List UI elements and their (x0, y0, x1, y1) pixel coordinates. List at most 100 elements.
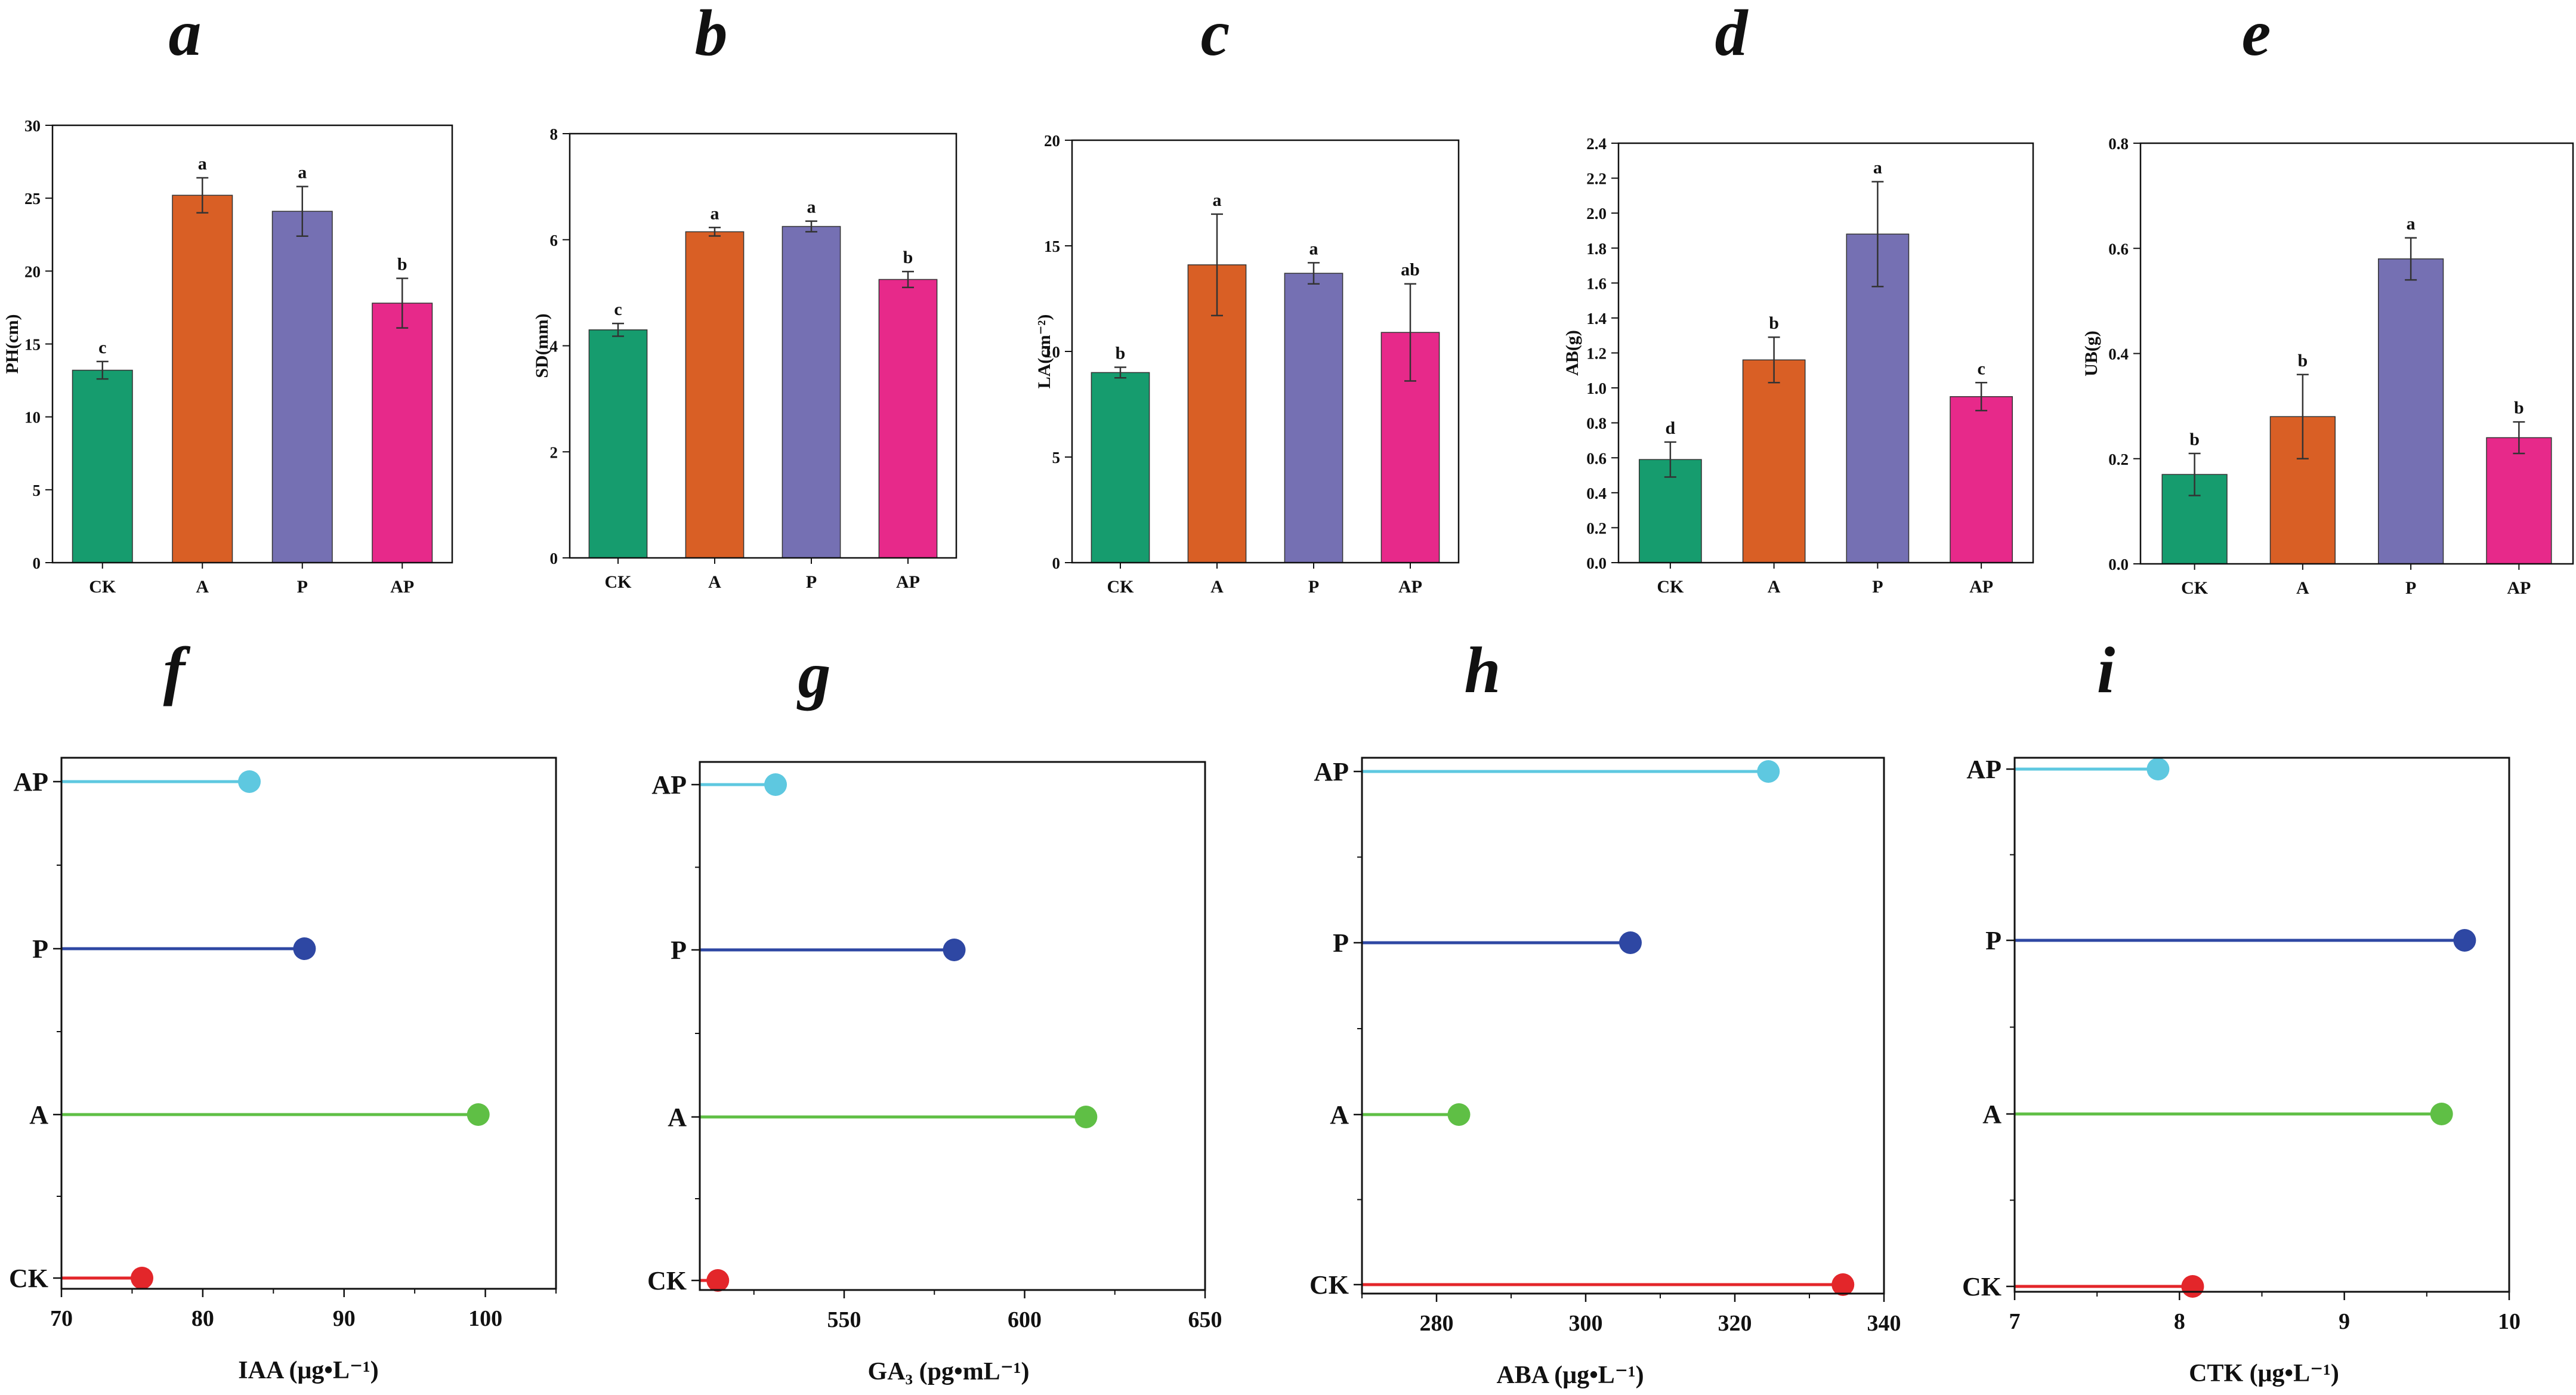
lollipop-dot-P (943, 939, 966, 961)
panel-e: e b CK b Aa Pb AP 0.0 0.2 0.4 0.6 0.8 UB(g) (2081, 0, 2574, 598)
lollipop-dot-AP (2146, 758, 2170, 780)
bar-CK (1091, 372, 1150, 563)
y-tick-label: 0 (1052, 554, 1061, 572)
y-tick-label: 0.0 (2108, 555, 2129, 573)
significance-label-P: a (1309, 239, 1318, 258)
x-tick-label-AP: AP (1969, 577, 1993, 597)
plot-frame (51, 124, 453, 564)
panel-letter-c: c (1201, 0, 1230, 69)
y-tick-label: 0 (550, 550, 558, 567)
lollipop-dot-AP (238, 770, 261, 793)
plot-frame (2013, 757, 2510, 1293)
x-tick-label: 300 (1569, 1311, 1603, 1336)
x-tick-label-P: P (1308, 577, 1319, 597)
y-tick-label: 0.8 (2108, 135, 2129, 153)
y-tick-label: 1.4 (1586, 310, 1607, 328)
plot-frame (699, 761, 1206, 1291)
y-category-label-P: P (32, 934, 48, 964)
y-category-label-AP: AP (1314, 757, 1349, 786)
y-category-label-CK: CK (1309, 1270, 1349, 1300)
significance-label-P: a (1873, 158, 1882, 177)
y-axis-label: SD(mm) (532, 313, 552, 378)
lollipop-dot-P (1619, 931, 1642, 954)
y-axis-label: UB(g) (2081, 331, 2101, 376)
y-tick-label: 0.0 (1586, 554, 1607, 572)
y-category-label-P: P (1985, 926, 2002, 955)
bar-CK (72, 369, 133, 563)
y-category-label-AP: AP (1966, 755, 2002, 784)
x-axis-label-unit: (μg•L⁻¹) (1554, 1362, 1644, 1389)
x-axis-label-unit: (μg•L⁻¹) (2250, 1360, 2339, 1387)
y-tick-label: 15 (24, 336, 41, 354)
lollipop-dot-CK (131, 1267, 154, 1289)
significance-label-P: a (807, 197, 816, 217)
panel-g: g AP P A CK 550 600 650 GA₃ (pg•mL⁻¹) (647, 638, 1222, 1385)
y-tick-label: 0 (33, 554, 41, 572)
y-tick-label: 5 (33, 482, 41, 499)
y-category-label-A: A (1982, 1100, 2002, 1129)
lollipop-dot-AP (1757, 760, 1780, 783)
x-tick-label: 340 (1867, 1311, 1901, 1336)
y-tick-label: 1.2 (1586, 345, 1607, 363)
panel-letter-i: i (2097, 634, 2115, 706)
y-tick-label: 6 (550, 232, 558, 249)
x-tick-label: 80 (191, 1306, 214, 1331)
lollipop-dot-A (1447, 1103, 1471, 1126)
panel-letter-d: d (1715, 0, 1749, 69)
y-tick-label: 2 (550, 443, 558, 461)
significance-label-AP: b (2514, 398, 2524, 418)
x-axis-label-unit: (μg•L⁻¹) (289, 1357, 378, 1384)
x-tick-label-P: P (297, 577, 308, 597)
bar-AP (1950, 396, 2013, 563)
y-tick-label: 2.2 (1586, 170, 1607, 188)
y-tick-label: 0.2 (2108, 450, 2129, 468)
x-axis-label: ABA (μg•L⁻¹) (1496, 1362, 1644, 1389)
bar-P (2378, 258, 2444, 564)
y-tick-label: 1.8 (1586, 240, 1607, 258)
x-axis-label: CTK (μg•L⁻¹) (2189, 1360, 2339, 1387)
y-axis-label: AB(g) (1562, 330, 1582, 376)
significance-label-CK: d (1666, 418, 1676, 438)
significance-label-AP: c (1977, 359, 1985, 378)
panel-letter-b: b (695, 0, 728, 69)
y-tick-label: 0.6 (2108, 240, 2129, 258)
panel-d: d d CK b Aa Pc AP 0.0 0.2 0.4 0.6 0.8 1.0 1.2 1.4 1.6 1.… (1562, 0, 2034, 597)
x-tick-label-A: A (1768, 577, 1781, 597)
y-category-label-P: P (1333, 928, 1349, 958)
x-tick-label-CK: CK (89, 577, 116, 597)
lollipop-dot-A (2430, 1103, 2453, 1125)
x-tick-label-AP: AP (896, 572, 920, 592)
panel-h: h AP P A CK 280 300 320 340 ABA (μg•L⁻¹) (1309, 634, 1901, 1389)
x-tick-label-CK: CK (1107, 577, 1135, 597)
y-tick-label: 10 (24, 409, 41, 427)
y-tick-label: 0.6 (1586, 449, 1607, 467)
bar-P (271, 211, 333, 563)
y-tick-label: 0.2 (1586, 519, 1607, 537)
y-tick-label: 0.4 (2108, 345, 2129, 363)
x-tick-label: 10 (2498, 1309, 2521, 1334)
plot-frame (2139, 142, 2574, 565)
x-tick-label-A: A (2296, 578, 2309, 598)
x-tick-label-A: A (1210, 577, 1224, 597)
bar-CK (588, 329, 648, 558)
y-category-label-CK: CK (647, 1266, 687, 1295)
x-tick-label: 280 (1420, 1311, 1454, 1336)
x-axis-label-quantity: ABA (1496, 1362, 1554, 1389)
y-tick-label: 5 (1052, 449, 1061, 467)
significance-label-CK: b (2189, 430, 2200, 449)
y-tick-label: 4 (550, 338, 558, 356)
y-category-label-P: P (671, 936, 687, 965)
plot-frame (569, 132, 957, 559)
x-tick-label-AP: AP (2507, 578, 2531, 598)
x-tick-label: 7 (2009, 1309, 2021, 1334)
x-tick-label-CK: CK (1657, 577, 1684, 597)
x-tick-label-P: P (2405, 578, 2416, 598)
lollipop-dot-P (2453, 929, 2476, 952)
x-tick-label: 70 (50, 1306, 73, 1331)
significance-label-A: a (711, 203, 719, 223)
x-tick-label: 100 (468, 1306, 502, 1331)
panel-letter-g: g (796, 638, 831, 711)
y-category-label-CK: CK (9, 1264, 48, 1293)
